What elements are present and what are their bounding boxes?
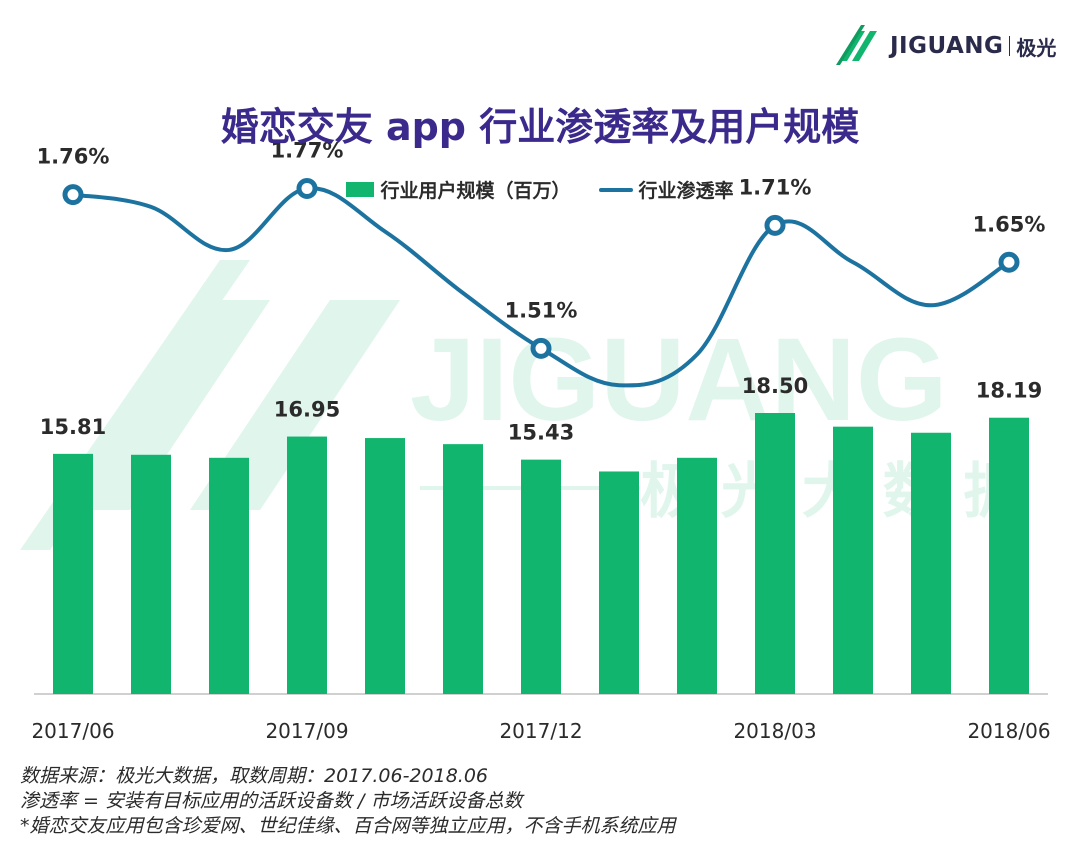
bar-2017/10 [365, 438, 405, 694]
bar-2018/05 [911, 432, 951, 694]
x-tick-label: 2017/12 [499, 719, 582, 743]
x-tick-label: 2017/09 [265, 719, 348, 743]
bar-value-label: 18.19 [976, 379, 1042, 403]
watermark: JIGUANG 极 光 大 数 据 [20, 260, 1024, 550]
line-value-labels: 1.76% 1.77% 1.51% 1.71% 1.65% [37, 138, 1046, 322]
jiguang-logo: JIGUANG 极光 [832, 20, 1062, 72]
bar-2017/09 [287, 436, 327, 694]
bar-2018/02 [677, 457, 717, 694]
line-marker [296, 177, 318, 199]
legend-line-swatch [598, 187, 633, 192]
legend-line-label: 行业渗透率 [638, 180, 734, 202]
legend-item-penetration: 行业渗透率 [598, 176, 734, 203]
line-markers [62, 177, 1020, 359]
bar-2017/07 [131, 454, 171, 694]
x-tick-label: 2017/06 [31, 719, 114, 743]
line-value-label: 1.77% [271, 138, 344, 162]
bar-2017/06 [53, 453, 93, 694]
legend-bar-swatch [346, 182, 375, 197]
line-marker [530, 337, 552, 359]
chart-title: 婚恋交友 app 行业渗透率及用户规模 [220, 105, 860, 149]
line-marker [62, 184, 84, 206]
x-tick-label: 2018/03 [733, 719, 816, 743]
bar-value-labels: 15.81 16.95 15.43 18.50 18.19 [40, 374, 1042, 445]
logo-text: JIGUANG [890, 33, 1004, 59]
bar-2017/11 [443, 444, 483, 694]
footnote-definition: 渗透率 = 安装有目标应用的活跃设备数 / 市场活跃设备总数 [20, 790, 523, 812]
footnotes: 数据来源：极光大数据，取数周期：2017.06-2018.06 渗透率 = 安装… [20, 764, 1060, 839]
bar-value-label: 18.50 [742, 374, 808, 398]
legend-item-users: 行业用户规模（百万） [346, 176, 571, 203]
line-value-label: 1.65% [973, 212, 1046, 236]
bar-value-label: 15.81 [40, 415, 106, 439]
line-value-label: 1.71% [739, 175, 812, 199]
line-marker [998, 251, 1020, 273]
x-tick-label: 2018/06 [967, 719, 1050, 743]
line-value-label: 1.51% [505, 298, 578, 322]
bar-2017/12 [521, 459, 561, 694]
logo-cn-text: 极光 [1016, 35, 1057, 60]
bar-series [53, 413, 1029, 694]
line-value-label: 1.76% [37, 145, 110, 169]
x-tick-labels: 2017/06 2017/09 2017/12 2018/03 2018/06 [31, 719, 1050, 743]
bar-2018/06 [989, 417, 1029, 694]
chart-legend: 行业用户规模（百万） 行业渗透率 [0, 176, 1080, 203]
legend-bar-label: 行业用户规模（百万） [380, 180, 571, 202]
logo-separator [1009, 36, 1011, 56]
bar-2017/08 [209, 457, 249, 694]
footnote-source: 数据来源：极光大数据，取数周期：2017.06-2018.06 [20, 765, 488, 787]
bar-2018/04 [833, 426, 873, 694]
line-marker [764, 214, 786, 236]
bar-2018/03 [755, 413, 795, 694]
watermark-text: JIGUANG [410, 314, 948, 446]
bar-2018/01 [599, 471, 639, 694]
bar-value-label: 16.95 [274, 398, 340, 422]
bar-value-label: 15.43 [508, 421, 574, 445]
jiguang-logo-icon [834, 23, 880, 69]
footnote-scope: *婚恋交友应用包含珍爱网、世纪佳缘、百合网等独立应用，不含手机系统应用 [20, 815, 676, 837]
